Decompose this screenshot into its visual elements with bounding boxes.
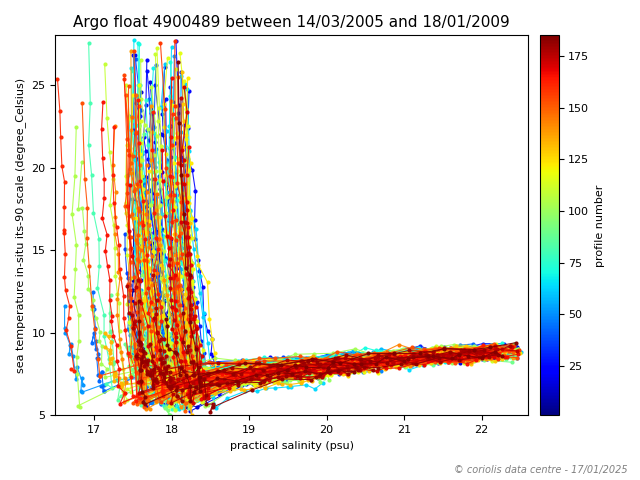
Text: © coriolis data centre - 17/01/2025: © coriolis data centre - 17/01/2025 bbox=[454, 465, 627, 475]
X-axis label: practical salinity (psu): practical salinity (psu) bbox=[230, 441, 354, 451]
Y-axis label: profile number: profile number bbox=[595, 184, 605, 266]
Y-axis label: sea temperature in-situ its-90 scale (degree_Celsius): sea temperature in-situ its-90 scale (de… bbox=[15, 78, 26, 373]
Title: Argo float 4900489 between 14/03/2005 and 18/01/2009: Argo float 4900489 between 14/03/2005 an… bbox=[74, 15, 510, 30]
